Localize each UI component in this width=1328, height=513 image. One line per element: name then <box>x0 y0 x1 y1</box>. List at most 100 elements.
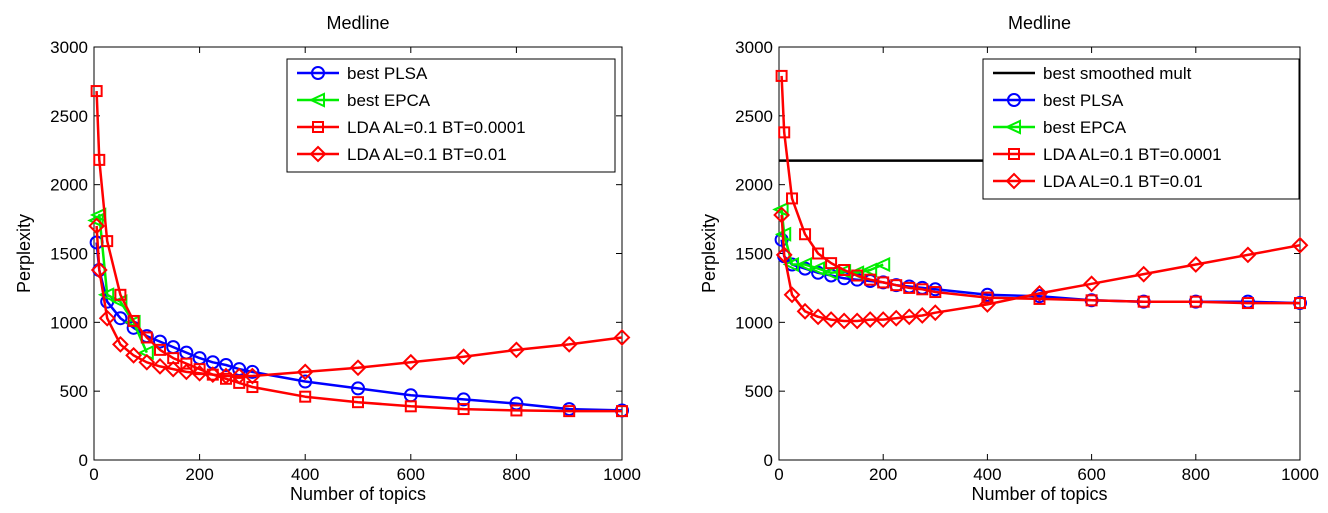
data-point <box>90 85 103 98</box>
series-4 <box>775 69 1306 310</box>
x-tick-label: 400 <box>973 465 1001 484</box>
data-point <box>510 404 523 417</box>
y-tick-label: 500 <box>745 382 773 401</box>
legend-entry: best EPCA <box>297 91 431 110</box>
data-point <box>245 364 260 379</box>
data-point <box>778 126 791 139</box>
x-tick-label: 600 <box>1077 465 1105 484</box>
y-tick-label: 2000 <box>735 176 773 195</box>
data-point <box>111 294 128 310</box>
data-point <box>1294 297 1306 310</box>
data-point <box>180 357 193 370</box>
data-point <box>613 329 631 346</box>
data-point <box>812 247 825 260</box>
data-point <box>219 358 233 373</box>
legend-label: best PLSA <box>1043 91 1124 110</box>
data-point <box>772 201 789 218</box>
data-point <box>864 273 877 286</box>
x-tick-label: 200 <box>869 465 897 484</box>
data-point <box>981 291 994 304</box>
data-point <box>873 256 891 273</box>
data-point <box>851 269 864 282</box>
legend-marker <box>312 121 324 133</box>
y-tick-label: 2500 <box>735 107 773 126</box>
data-point <box>125 346 143 364</box>
data-point <box>874 311 892 328</box>
legend: best PLSA best EPCA LDA AL=0.1 BT=0.0001 LD… <box>286 58 616 173</box>
legend-marker <box>309 145 327 163</box>
legend-entry: best PLSA <box>297 64 428 83</box>
data-point <box>825 257 838 270</box>
y-tick-label: 2000 <box>50 176 88 195</box>
data-point <box>860 262 878 278</box>
x-axis-label: Number of topics <box>971 484 1107 504</box>
data-point <box>114 288 127 301</box>
data-point <box>1083 275 1101 293</box>
legend-marker <box>1008 148 1020 160</box>
series-4 <box>88 217 631 385</box>
data-point <box>890 279 903 292</box>
y-tick-label: 2500 <box>50 107 88 126</box>
data-point <box>775 246 793 264</box>
legend-entry: LDA AL=0.1 BT=0.0001 <box>297 118 526 137</box>
y-tick-label: 0 <box>764 451 773 470</box>
legend-label: LDA AL=0.1 BT=0.01 <box>1043 172 1203 191</box>
legend-entry: LDA AL=0.1 BT=0.01 <box>993 172 1203 191</box>
data-point <box>138 353 156 371</box>
data-point <box>926 304 944 322</box>
legend-box <box>286 58 616 173</box>
data-point <box>822 311 840 328</box>
data-point <box>140 331 153 344</box>
data-point <box>151 357 169 375</box>
data-point <box>243 367 261 385</box>
data-point <box>204 366 222 384</box>
data-point <box>795 256 813 273</box>
data-point <box>616 405 628 418</box>
legend-entry: LDA AL=0.1 BT=0.0001 <box>993 145 1222 164</box>
data-point <box>1031 285 1048 302</box>
data-point <box>1085 294 1098 307</box>
data-point <box>929 286 942 299</box>
data-point <box>402 353 420 371</box>
legend-marker <box>308 92 325 108</box>
data-point <box>563 405 576 418</box>
data-point <box>217 367 235 385</box>
data-point <box>887 309 905 327</box>
data-point <box>916 283 929 296</box>
data-point <box>838 264 851 277</box>
y-tick-label: 3000 <box>735 38 773 57</box>
chart-title: Medline <box>326 13 389 33</box>
data-point <box>848 312 866 330</box>
data-point <box>299 390 312 403</box>
y-axis-label: Perplexity <box>14 214 34 293</box>
y-tick-label: 500 <box>60 382 88 401</box>
series-1 <box>89 235 629 418</box>
data-point <box>177 363 195 381</box>
data-point <box>775 69 788 82</box>
data-point <box>351 381 365 396</box>
data-point <box>233 376 246 389</box>
y-tick-label: 0 <box>79 451 88 470</box>
data-point <box>809 308 827 326</box>
legend-marker <box>1005 172 1023 190</box>
data-point <box>296 363 314 381</box>
data-point <box>978 296 996 313</box>
legend: best smoothed mult best PLSA best EPCA LDA … <box>982 58 1300 200</box>
chart-1: 0 200 400 600 800 1000 0 500 1000 1500 2000 2500 300… <box>14 13 641 504</box>
data-point <box>98 309 116 327</box>
legend-label: best EPCA <box>347 91 431 110</box>
legend-label: LDA AL=0.1 BT=0.0001 <box>347 118 526 137</box>
data-point <box>404 400 417 413</box>
legend-marker <box>1004 119 1021 135</box>
legend-marker <box>311 66 325 80</box>
x-tick-label: 800 <box>502 465 530 484</box>
data-point <box>861 311 879 328</box>
data-point <box>821 265 839 281</box>
data-point <box>1187 256 1205 273</box>
data-point <box>799 228 812 241</box>
data-point <box>783 286 801 304</box>
data-point <box>1291 236 1309 254</box>
legend-label: LDA AL=0.1 BT=0.01 <box>347 145 507 164</box>
x-tick-label: 1000 <box>1281 465 1319 484</box>
